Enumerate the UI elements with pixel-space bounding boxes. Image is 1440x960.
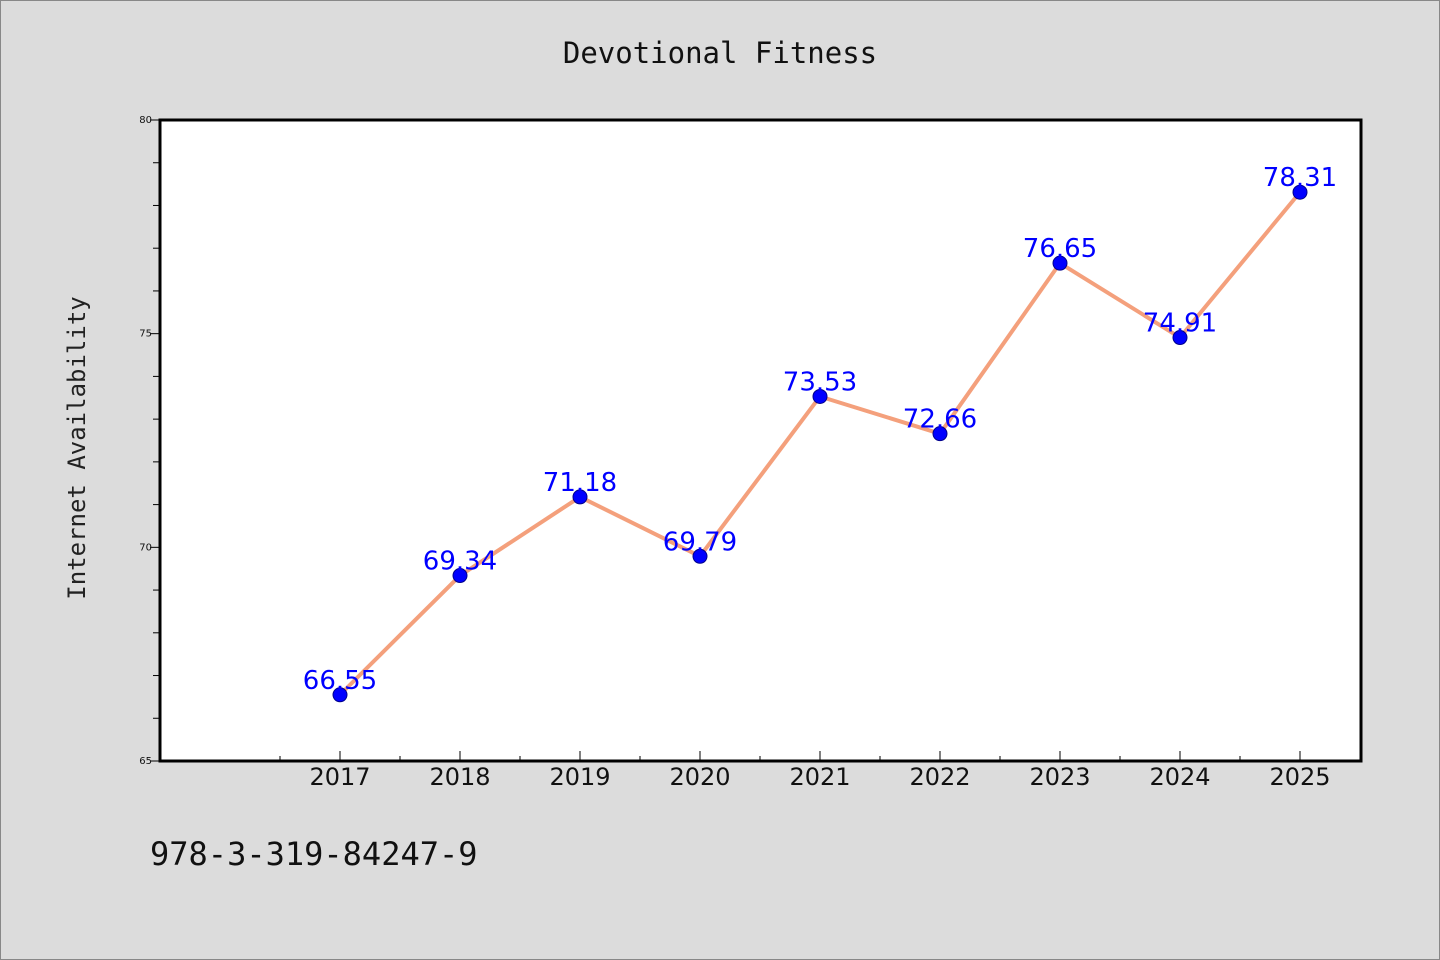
data-label: 73.53 (783, 367, 857, 397)
series-markers (332, 184, 1308, 703)
data-point-marker (812, 388, 828, 404)
data-labels: 66.55 69.34 71.18 69.79 73.53 72.66 76.65 74.91… (303, 163, 1337, 696)
y-tick-label: 70 (139, 542, 152, 553)
data-point-marker (692, 548, 708, 564)
x-tick-label: 2024 (1149, 763, 1210, 791)
data-label: 66.55 (303, 666, 377, 696)
x-axis-ticks: 2017 2018 2019 2020 2021 2022 2023 2024 2025 (279, 751, 1331, 791)
data-label: 78.31 (1263, 163, 1337, 193)
y-tick-label: 75 (139, 329, 152, 340)
data-point-marker (932, 426, 948, 442)
data-point-marker (1292, 184, 1308, 200)
x-tick-label: 2019 (549, 763, 610, 791)
data-label: 69.79 (663, 527, 737, 557)
data-point-marker (572, 489, 588, 505)
data-label: 69.34 (423, 547, 497, 577)
isbn-footer: 978-3-319-84247-9 (150, 835, 478, 873)
x-tick-label: 2020 (669, 763, 730, 791)
plot-area (160, 120, 1361, 761)
x-tick-label: 2017 (309, 763, 370, 791)
data-point-marker (1052, 255, 1068, 271)
x-tick-label: 2022 (909, 763, 970, 791)
data-label: 72.66 (903, 405, 977, 435)
data-label: 71.18 (543, 468, 617, 498)
x-tick-label: 2023 (1029, 763, 1090, 791)
data-point-marker (1172, 330, 1188, 346)
plot-border (158, 118, 1363, 763)
x-tick-label: 2021 (789, 763, 850, 791)
data-point-marker (332, 687, 348, 703)
chart-title: Devotional Fitness (563, 36, 877, 70)
y-axis-label: Internet Availability (63, 296, 91, 599)
data-label: 74.91 (1143, 309, 1217, 339)
data-label: 76.65 (1023, 234, 1097, 264)
x-tick-label: 2018 (429, 763, 490, 791)
data-point-marker (452, 568, 468, 584)
y-tick-label: 65 (139, 756, 152, 767)
y-tick-label: 80 (139, 115, 152, 126)
y-axis-ticks: 65 70 75 80 (139, 115, 160, 767)
x-tick-label: 2025 (1269, 763, 1330, 791)
